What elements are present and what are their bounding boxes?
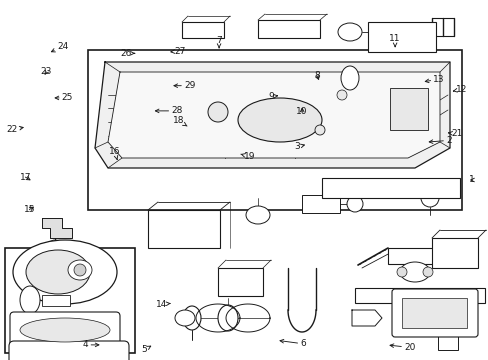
Bar [258, 20, 319, 38]
Text: 27: 27 [171, 46, 185, 55]
Bar [42, 295, 70, 306]
Ellipse shape [20, 318, 110, 342]
Bar [367, 22, 435, 52]
Text: 12: 12 [452, 85, 467, 94]
Ellipse shape [218, 305, 238, 331]
Text: 18: 18 [172, 116, 187, 126]
Text: 17: 17 [20, 173, 31, 181]
Polygon shape [95, 62, 449, 168]
Text: 10: 10 [296, 107, 307, 116]
Text: 22: 22 [6, 125, 23, 134]
Polygon shape [42, 218, 72, 238]
Ellipse shape [13, 240, 117, 304]
FancyBboxPatch shape [9, 341, 129, 360]
Ellipse shape [26, 250, 90, 294]
Text: 2: 2 [428, 136, 451, 145]
Bar [437, 308, 457, 350]
Text: 26: 26 [120, 49, 134, 58]
Bar [389, 88, 427, 130]
Bar [5, 248, 135, 353]
Ellipse shape [337, 23, 361, 41]
Ellipse shape [175, 310, 195, 326]
Text: 13: 13 [425, 75, 444, 84]
Text: 4: 4 [82, 341, 99, 349]
FancyBboxPatch shape [391, 289, 477, 337]
Text: 21: 21 [447, 129, 462, 138]
Ellipse shape [336, 90, 346, 100]
Bar [218, 268, 263, 296]
Text: 11: 11 [388, 34, 400, 46]
Bar [354, 288, 484, 303]
Text: 16: 16 [109, 148, 121, 159]
Text: 8: 8 [313, 71, 319, 80]
Ellipse shape [68, 260, 92, 280]
Ellipse shape [422, 267, 432, 277]
Ellipse shape [74, 264, 86, 276]
Text: 1: 1 [468, 175, 474, 184]
Ellipse shape [340, 66, 358, 90]
Bar [431, 238, 477, 268]
Bar [387, 248, 467, 264]
Text: 28: 28 [155, 107, 183, 115]
Text: 6: 6 [280, 339, 305, 348]
Ellipse shape [20, 286, 40, 314]
Bar [148, 210, 220, 248]
Text: 19: 19 [241, 152, 255, 161]
Ellipse shape [238, 98, 321, 142]
FancyBboxPatch shape [10, 312, 120, 348]
Ellipse shape [245, 206, 269, 224]
Ellipse shape [346, 196, 362, 212]
Ellipse shape [396, 267, 406, 277]
Bar [302, 195, 339, 213]
Ellipse shape [183, 306, 201, 330]
Ellipse shape [207, 102, 227, 122]
Bar [401, 298, 466, 328]
Text: 24: 24 [51, 42, 68, 52]
Ellipse shape [399, 262, 429, 282]
Text: 7: 7 [216, 36, 222, 48]
Text: 20: 20 [389, 343, 415, 352]
Bar [88, 50, 461, 210]
Text: 5: 5 [141, 346, 150, 354]
Text: 23: 23 [41, 68, 52, 77]
Ellipse shape [314, 125, 325, 135]
Polygon shape [108, 72, 439, 158]
Text: 25: 25 [55, 94, 73, 102]
Text: 15: 15 [23, 205, 35, 214]
Text: 3: 3 [294, 142, 304, 151]
Text: 9: 9 [268, 92, 277, 101]
Bar [182, 22, 224, 38]
Bar [321, 178, 459, 198]
Ellipse shape [47, 240, 63, 256]
Text: 29: 29 [174, 81, 195, 90]
Ellipse shape [420, 189, 438, 207]
Text: 14: 14 [155, 300, 170, 309]
